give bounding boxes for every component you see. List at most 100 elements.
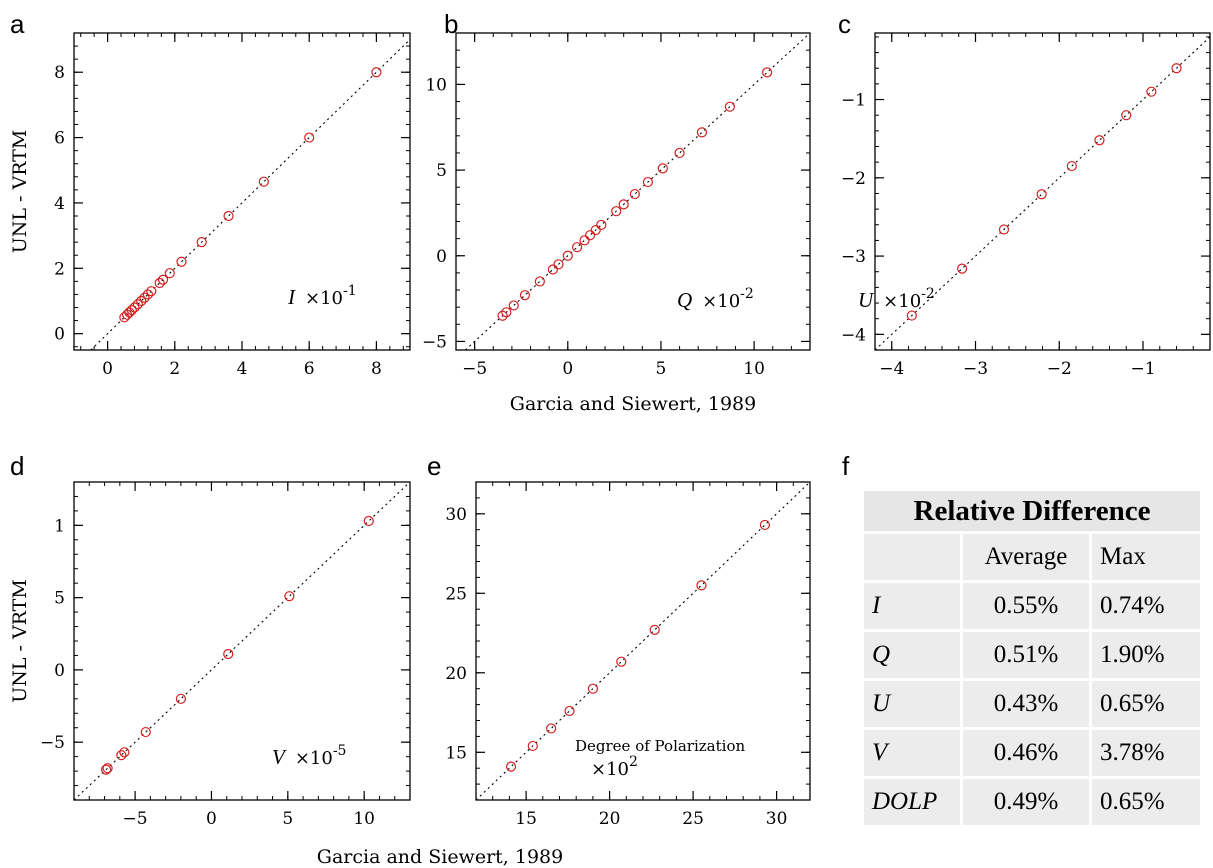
relative-difference-table: Relative Difference Average Max I 0.55% … (861, 488, 1203, 828)
data-point (508, 300, 519, 311)
data-point (629, 188, 640, 200)
plot-frame (73, 32, 411, 351)
data-point (176, 256, 187, 267)
data-point (116, 750, 127, 761)
data-point (562, 250, 573, 261)
row-max: 1.90% (1089, 629, 1203, 681)
variable-annotation: V ×10-5 (272, 743, 346, 769)
panel-d: −5 0 5 10 −5 0 5 1 d UNL - VRTM V ×10-5 (9, 451, 411, 829)
annotation-exponent: -1 (343, 283, 357, 299)
data-point (132, 299, 143, 310)
reference-line-y-equals-x (73, 481, 411, 801)
data-point (519, 290, 531, 301)
x-tick-label: −2 (1047, 359, 1072, 379)
annotation-exponent: -2 (740, 286, 754, 302)
x-tick-label: 5 (282, 809, 293, 829)
y-tick-label: 6 (54, 129, 65, 149)
data-point (547, 264, 558, 275)
x-tick-label: 4 (237, 359, 248, 379)
header-cell-average: Average (960, 531, 1092, 583)
data-point (579, 235, 590, 246)
data-point (585, 230, 596, 241)
row-max: 0.74% (1089, 580, 1203, 632)
y-tick-label: 1 (54, 516, 65, 536)
data-point (553, 259, 564, 270)
x-tick-label: −3 (963, 359, 988, 379)
panel-letter-f: f (842, 451, 850, 481)
y-axis-title: UNL - VRTM (9, 579, 31, 703)
data-point (119, 747, 130, 758)
header-cell-blank (861, 531, 963, 583)
annotation-exponent: -5 (333, 743, 347, 759)
data-point (616, 656, 627, 667)
data-point (546, 723, 557, 734)
data-point (142, 289, 154, 300)
panel-letter-c: c (838, 9, 851, 39)
x-tick-label: 6 (304, 359, 315, 379)
data-point (1171, 63, 1182, 74)
table-row: U 0.43% 0.65% (861, 678, 1203, 730)
annotation-variable: V (272, 745, 287, 769)
panel-letter-e: e (427, 451, 441, 481)
data-point (154, 277, 165, 289)
y-tick-label: 10 (425, 75, 447, 95)
x-tick-label: 15 (515, 809, 537, 829)
x-tick-label: 20 (599, 809, 621, 829)
x-tick-label: −5 (462, 359, 487, 379)
annotation-factor: ×10 (591, 759, 629, 780)
reference-line-y-equals-x (874, 36, 1211, 351)
y-tick-label: 30 (445, 505, 467, 525)
x-tick-label: 2 (169, 359, 180, 379)
data-point (587, 683, 599, 694)
data-point (649, 624, 660, 635)
y-tick-label: −5 (422, 332, 447, 352)
annotation-line-1: Degree of Polarization (575, 737, 745, 755)
row-average: 0.51% (960, 629, 1092, 681)
panel-letter-d: d (10, 451, 24, 481)
x-tick-label: −4 (879, 359, 904, 379)
x-tick-label: −5 (123, 809, 148, 829)
table-title-row: Relative Difference (861, 488, 1203, 534)
variable-annotation: I ×10-1 (287, 283, 357, 309)
data-point (527, 740, 538, 752)
panel-b: −5 0 5 10 −5 0 5 10 b Garcia and Siewert, 1989 Q ×1… (422, 9, 811, 415)
row-average: 0.55% (960, 580, 1092, 632)
table-row: DOLP 0.49% 0.65% (861, 776, 1203, 828)
data-point (590, 224, 601, 236)
y-tick-label: 20 (445, 664, 467, 684)
data-point (724, 101, 735, 112)
panel-letter-a: a (10, 9, 25, 39)
y-tick-label: 15 (445, 743, 467, 763)
panel-c: −4 −3 −2 −1 −4 −3 −2 −1 c U ×10-2 (838, 9, 1211, 379)
annotation-variable: I (287, 285, 296, 309)
x-tick-label: 5 (656, 359, 667, 379)
data-point (618, 199, 629, 210)
annotation-variable: Q (677, 288, 692, 312)
row-label: Q (861, 629, 963, 681)
row-average: 0.49% (960, 776, 1092, 828)
x-axis-title: Garcia and Siewert, 1989 (510, 393, 756, 415)
data-point (696, 580, 707, 591)
annotation-factor: ×10 (295, 748, 333, 769)
y-tick-label: 2 (54, 259, 65, 279)
data-point (642, 176, 654, 188)
data-point (611, 206, 622, 217)
panel-a: 0 2 4 6 8 0 2 4 6 8 a UNL - VRTM I ×10-1 (9, 9, 411, 379)
reference-line-y-equals-x (464, 32, 811, 351)
data-point (674, 147, 685, 159)
data-point (146, 286, 157, 297)
x-tick-label: 0 (206, 809, 217, 829)
variable-annotation: Q ×10-2 (677, 286, 754, 312)
data-point (564, 705, 575, 717)
data-point (136, 295, 147, 307)
row-average: 0.46% (960, 727, 1092, 779)
y-tick-label: 25 (445, 584, 467, 604)
x-tick-label: 0 (562, 359, 573, 379)
x-tick-label: 30 (766, 809, 788, 829)
annotation-factor: ×10 (883, 291, 921, 312)
table-title: Relative Difference (861, 488, 1203, 534)
variable-annotation: U ×10-2 (858, 286, 935, 312)
bottom-x-axis-title: Garcia and Siewert, 1989 (317, 846, 563, 868)
